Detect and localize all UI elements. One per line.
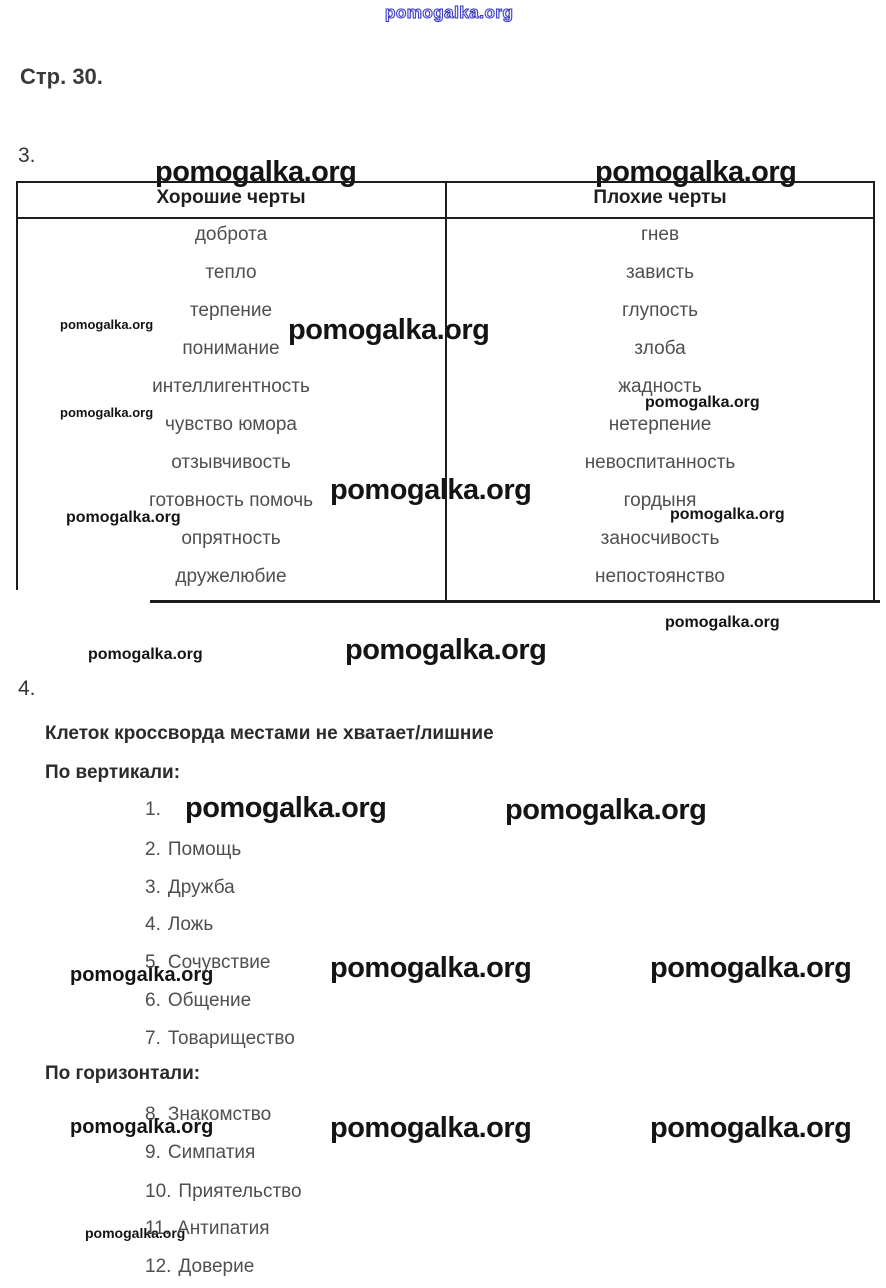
crossword-item-text: Приятельство <box>178 1181 302 1202</box>
crossword-item: 4. Ложь <box>145 913 213 937</box>
watermark-text: pomogalka.org <box>60 317 154 332</box>
table-cell-good-trait: тепло <box>205 262 257 283</box>
table-cell-good-trait: доброта <box>194 224 268 245</box>
crossword-item-text: Помощь <box>167 839 242 860</box>
crossword-item-number: 12. <box>145 1256 172 1277</box>
crossword-item: 2. Помощь <box>145 838 241 862</box>
table-cell-good-trait: опрятность <box>181 528 281 549</box>
watermark-text: pomogalka.org <box>185 792 387 824</box>
watermark-text: pomogalka.org <box>330 952 532 984</box>
watermark-text: pomogalka.org <box>665 614 780 631</box>
crossword-item-number: 1. <box>145 799 161 820</box>
watermark-text: pomogalka.org <box>330 474 532 506</box>
watermark-text: pomogalka.org <box>505 794 707 826</box>
vertical-heading: По вертикали: <box>45 762 181 783</box>
table-cell-good-trait: терпение <box>189 300 273 321</box>
crossword-item-number: 7. <box>145 1028 161 1049</box>
watermark-text: pomogalka.org <box>88 646 203 663</box>
table-cell-bad-trait: гнев <box>640 224 680 245</box>
section3-number: 3. <box>18 144 36 167</box>
table-border-bottom <box>150 600 880 603</box>
crossword-item-text: Дружба <box>167 877 235 898</box>
crossword-item-number: 2. <box>145 839 161 860</box>
table-cell-good-trait: интеллигентность <box>152 376 310 397</box>
crossword-item-text: Доверие <box>178 1256 255 1277</box>
crossword-item-text: Знакомство <box>167 1104 272 1125</box>
crossword-item: 9. Симпатия <box>145 1141 255 1165</box>
crossword-item-text: Товарищество <box>167 1028 295 1049</box>
crossword-item-number: 3. <box>145 877 161 898</box>
crossword-item-text: Антипатия <box>177 1218 270 1239</box>
table-cell-good-trait: отзывчивость <box>171 452 291 473</box>
crossword-item-number: 6. <box>145 990 161 1011</box>
table-cell-bad-trait: зависть <box>625 262 695 283</box>
watermark-text: pomogalka.org <box>70 1116 214 1138</box>
watermark-text: pomogalka.org <box>330 1112 532 1144</box>
table-cell-good-trait: чувство юмора <box>164 414 297 435</box>
table-cell-bad-trait: нетерпение <box>608 414 712 435</box>
crossword-item-text: Сочувствие <box>167 952 271 973</box>
watermark-text: pomogalka.org <box>60 405 154 420</box>
table-cell-bad-trait: заносчивость <box>600 528 720 549</box>
table-cell-bad-trait: непостоянство <box>595 566 725 587</box>
table-border-left <box>16 181 18 590</box>
crossword-item: 7. Товарищество <box>145 1027 295 1051</box>
crossword-item-number: 8. <box>145 1104 161 1125</box>
crossword-item-number: 11. <box>145 1218 171 1239</box>
crossword-item-number: 5. <box>145 952 161 973</box>
crossword-item: 8. Знакомство <box>145 1103 271 1127</box>
watermark-text: pomogalka.org <box>645 394 760 411</box>
watermark-text: pomogalka.org <box>384 3 514 22</box>
crossword-item: 6. Общение <box>145 989 251 1013</box>
section4-number: 4. <box>18 677 36 700</box>
crossword-item-text: Ложь <box>167 914 214 935</box>
crossword-item: 12. Доверие <box>145 1255 254 1279</box>
table-cell-good-trait: понимание <box>182 338 280 359</box>
table-header-bad-traits: Плохие черты <box>593 187 727 208</box>
crossword-item-text: Общение <box>167 990 252 1011</box>
horizontal-heading: По горизонтали: <box>45 1063 201 1084</box>
page-label: Стр. 30. <box>20 64 103 89</box>
crossword-item-number: 10. <box>145 1181 172 1202</box>
table-cell-good-trait: готовность помочь <box>148 490 314 511</box>
watermark-text: pomogalka.org <box>650 1112 852 1144</box>
watermark-text: pomogalka.org <box>650 952 852 984</box>
table-cell-bad-trait: злоба <box>634 338 686 359</box>
crossword-item: 1. <box>145 798 168 822</box>
table-column-divider <box>445 181 447 601</box>
table-border-right <box>873 181 875 601</box>
watermark-text: pomogalka.org <box>670 506 785 523</box>
table-cell-bad-trait: гордыня <box>623 490 697 511</box>
crossword-item-number: 4. <box>145 914 161 935</box>
crossword-item-number: 9. <box>145 1142 161 1163</box>
crossword-item: 10. Приятельство <box>145 1180 302 1204</box>
table-cell-bad-trait: глупость <box>621 300 699 321</box>
crossword-item: 11. Антипатия <box>145 1217 270 1241</box>
crossword-item-text: Симпатия <box>167 1142 256 1163</box>
watermark-text: pomogalka.org <box>345 634 547 666</box>
watermark-text: pomogalka.org <box>85 1225 186 1241</box>
table-cell-good-trait: дружелюбие <box>175 566 287 587</box>
table-cell-bad-trait: жадность <box>618 376 702 397</box>
table-cell-bad-trait: невоспитанность <box>584 452 736 473</box>
table-header-good-traits: Хорошие черты <box>156 187 306 208</box>
section4-note: Клеток кроссворда местами не хватает/лиш… <box>45 723 494 744</box>
watermark-text: pomogalka.org <box>66 509 181 526</box>
crossword-item: 3. Дружба <box>145 876 235 900</box>
crossword-item: 5. Сочувствие <box>145 951 271 975</box>
watermark-text: pomogalka.org <box>288 314 490 346</box>
watermark-text: pomogalka.org <box>70 964 214 986</box>
